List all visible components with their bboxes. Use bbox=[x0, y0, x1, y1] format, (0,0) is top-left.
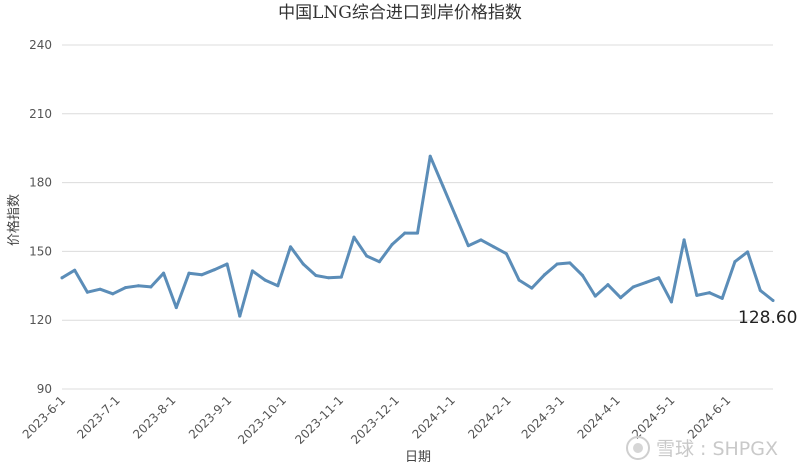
watermark-text: 雪球 : SHPGX bbox=[655, 438, 778, 460]
data-point bbox=[162, 271, 166, 275]
data-point bbox=[123, 286, 127, 290]
data-point bbox=[504, 252, 508, 256]
data-point bbox=[606, 283, 610, 287]
data-point bbox=[631, 285, 635, 289]
data-point bbox=[238, 314, 242, 318]
x-tick-label: 2023-8-1 bbox=[130, 393, 178, 441]
data-point bbox=[263, 278, 267, 282]
data-point bbox=[416, 231, 419, 235]
series-line bbox=[60, 154, 775, 318]
data-point bbox=[174, 306, 178, 310]
data-point bbox=[73, 268, 77, 272]
y-axis-ticks: 90 120 150 180 210 240 bbox=[29, 38, 52, 396]
data-point bbox=[771, 298, 775, 302]
data-point bbox=[619, 296, 623, 300]
data-point bbox=[542, 273, 546, 277]
y-axis-label: 价格指数 bbox=[6, 194, 22, 246]
data-point bbox=[187, 271, 191, 275]
data-point bbox=[593, 294, 597, 298]
y-tick-label: 150 bbox=[29, 244, 52, 258]
data-point bbox=[568, 261, 572, 265]
data-point bbox=[466, 244, 470, 248]
data-point bbox=[60, 276, 64, 280]
data-point bbox=[136, 284, 140, 288]
data-point bbox=[377, 260, 381, 264]
data-point bbox=[98, 287, 102, 291]
x-tick-label: 2023-9-1 bbox=[186, 393, 234, 441]
data-point bbox=[276, 284, 280, 288]
data-point bbox=[225, 262, 229, 266]
x-tick-label: 2023-7-1 bbox=[74, 393, 122, 441]
data-point bbox=[530, 286, 534, 290]
data-point bbox=[695, 293, 699, 297]
data-point bbox=[733, 260, 737, 264]
data-point bbox=[517, 278, 521, 282]
x-tick-label: 2023-11-1 bbox=[292, 393, 346, 447]
data-point bbox=[327, 276, 331, 280]
x-tick-label: 2024-1-1 bbox=[409, 393, 457, 441]
data-point bbox=[365, 254, 369, 258]
data-point bbox=[746, 250, 750, 254]
data-point bbox=[301, 262, 305, 266]
data-point bbox=[454, 214, 458, 218]
data-point bbox=[479, 238, 483, 242]
data-point bbox=[492, 245, 496, 249]
y-tick-label: 180 bbox=[29, 176, 52, 190]
data-point bbox=[555, 262, 559, 266]
data-point bbox=[758, 288, 762, 292]
data-point bbox=[289, 245, 293, 249]
data-point bbox=[111, 292, 115, 296]
x-tick-label: 2024-3-1 bbox=[519, 393, 567, 441]
data-point bbox=[352, 235, 356, 239]
data-point bbox=[682, 238, 686, 242]
data-point bbox=[85, 290, 89, 294]
data-point bbox=[339, 275, 343, 279]
watermark: 雪球 : SHPGX bbox=[625, 434, 778, 461]
chart-title: 中国LNG综合进口到岸价格指数 bbox=[278, 3, 522, 23]
x-axis-label: 日期 bbox=[405, 450, 431, 465]
data-point bbox=[441, 184, 445, 188]
snowball-logo-icon bbox=[625, 435, 650, 460]
last-value-label: 128.60 bbox=[738, 308, 797, 328]
x-tick-label: 2024-4-1 bbox=[575, 393, 623, 441]
y-tick-label: 210 bbox=[29, 107, 52, 121]
data-point bbox=[200, 273, 204, 277]
data-point bbox=[708, 291, 712, 295]
data-point bbox=[314, 273, 318, 277]
x-tick-label: 2023-12-1 bbox=[348, 393, 402, 447]
data-point bbox=[581, 273, 585, 277]
x-tick-label: 2023-10-1 bbox=[235, 393, 289, 447]
data-point bbox=[669, 300, 673, 304]
data-point bbox=[657, 276, 661, 280]
x-tick-label: 2023-6-1 bbox=[20, 393, 68, 441]
data-point bbox=[390, 243, 394, 247]
data-point bbox=[212, 268, 216, 272]
data-point bbox=[403, 231, 407, 235]
data-point bbox=[428, 154, 432, 158]
data-point bbox=[149, 285, 153, 289]
data-point bbox=[250, 269, 254, 273]
data-point bbox=[644, 280, 648, 284]
x-tick-label: 2024-2-1 bbox=[465, 393, 513, 441]
y-tick-label: 90 bbox=[37, 382, 52, 396]
grid bbox=[62, 44, 773, 390]
series-layer bbox=[60, 154, 775, 318]
data-point bbox=[720, 296, 724, 300]
y-tick-label: 120 bbox=[29, 313, 52, 327]
y-tick-label: 240 bbox=[29, 38, 52, 52]
